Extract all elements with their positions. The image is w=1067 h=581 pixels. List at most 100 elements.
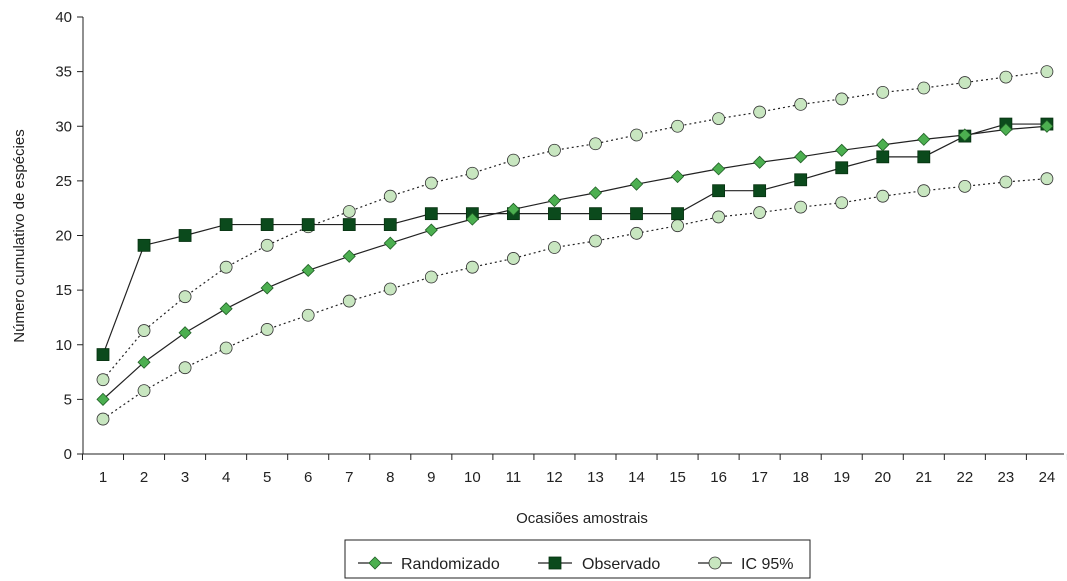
ic95-upper-point	[383, 189, 397, 203]
observado-point	[260, 218, 274, 231]
ic95-lower-point	[219, 341, 233, 355]
randomizado-point	[629, 177, 644, 191]
legend-square-marker-icon	[548, 556, 562, 570]
ic95-lower-point	[630, 226, 643, 240]
ic95-lower-point	[753, 206, 767, 219]
ic95-upper-point	[712, 112, 725, 126]
x-tick-label: 23	[998, 469, 1015, 486]
ic95-upper-point	[589, 137, 602, 151]
ic95-upper-point	[876, 85, 890, 99]
observado-line	[102, 123, 1047, 355]
ic95-lower-line	[102, 178, 1047, 420]
observado-point	[424, 207, 438, 221]
ic95-lower-point	[178, 361, 192, 375]
y-tick-label: 5	[64, 391, 72, 408]
ic95-lower-point	[548, 241, 561, 254]
legend-diamond-marker-icon	[368, 556, 382, 570]
randomizado-point	[917, 132, 931, 146]
x-tick-label: 15	[669, 469, 686, 486]
legend-item-observado: Observado	[538, 556, 660, 573]
randomizado-point	[96, 392, 110, 406]
ic95-lower-point	[260, 323, 274, 336]
legend-label-ic95: IC 95%	[741, 556, 793, 573]
ic95-upper-point	[260, 238, 274, 252]
ic95-upper-point	[424, 176, 438, 190]
x-tick-label: 5	[263, 469, 271, 486]
observado-point	[876, 150, 890, 164]
series-layer	[96, 65, 1054, 426]
observado-point	[794, 173, 808, 187]
randomizado-point	[424, 223, 438, 237]
randomizado-point	[794, 150, 808, 164]
ic95-upper-point	[219, 260, 233, 274]
ic95-lower-point	[876, 189, 890, 203]
ic95-lower-point	[137, 384, 151, 398]
ic95-lower-point	[589, 234, 602, 248]
randomizado-point	[301, 263, 315, 278]
observado-point	[835, 161, 849, 175]
x-tick-label: 8	[386, 469, 394, 486]
ic95-lower-point	[835, 196, 849, 210]
randomizado-point	[588, 186, 603, 200]
ic95-lower-point	[383, 282, 397, 296]
ic95-lower-point	[507, 252, 520, 265]
y-tick-label: 10	[55, 337, 72, 354]
y-tick-label: 0	[64, 446, 72, 463]
ic95-upper-point	[917, 81, 931, 95]
observado-point	[383, 218, 397, 231]
y-tick-label: 15	[55, 282, 72, 299]
ic95-lower-point	[465, 260, 479, 274]
ic95-lower-point	[1040, 172, 1054, 186]
ic95-upper-point	[630, 128, 643, 142]
legend-label-observado: Observado	[582, 556, 660, 573]
randomizado-point	[506, 202, 520, 216]
observado-point	[219, 218, 233, 231]
x-tick-label: 18	[792, 469, 809, 486]
x-tick-label: 2	[140, 469, 148, 486]
ic95-upper-point	[465, 166, 479, 180]
ic95-upper-point	[958, 76, 972, 89]
ic95-lower-point	[958, 179, 972, 193]
randomizado-line	[102, 125, 1047, 400]
ic95-lower-point	[712, 210, 725, 224]
x-tick-label: 21	[915, 469, 932, 486]
legend-item-ic95: IC 95%	[698, 556, 793, 573]
randomizado-point	[835, 143, 849, 157]
randomizado-point	[465, 212, 479, 226]
y-axis-title: Número cumulativo de espécies	[11, 129, 28, 342]
y-tick-label: 25	[55, 173, 72, 190]
observado-point	[589, 207, 602, 221]
x-tick-label: 1	[99, 469, 107, 486]
x-tick-label: 22	[956, 469, 973, 486]
randomizado-point	[178, 326, 192, 340]
legend: Randomizado Observado IC 95%	[344, 539, 811, 579]
y-tick-label: 35	[55, 64, 72, 81]
x-tick-label: 14	[628, 469, 645, 486]
randomizado-point	[958, 128, 972, 142]
observado-point	[342, 218, 356, 231]
x-tick-label: 12	[546, 469, 563, 486]
observado-point	[671, 207, 684, 221]
ic95-upper-point	[137, 324, 151, 337]
randomizado-point	[547, 193, 562, 208]
x-tick-label: 19	[833, 469, 850, 486]
x-tick-label: 11	[506, 469, 522, 486]
randomizado-point	[876, 138, 890, 152]
legend-label-randomizado: Randomizado	[401, 556, 500, 573]
randomizado-point	[342, 249, 356, 263]
ic95-lower-point	[424, 270, 438, 284]
y-tick-label: 20	[55, 228, 72, 245]
randomizado-point	[753, 155, 767, 169]
randomizado-point	[712, 162, 726, 176]
legend-box	[344, 539, 811, 579]
x-tick-label: 9	[427, 469, 435, 486]
observado-point	[178, 229, 192, 242]
observado-point	[712, 184, 725, 198]
randomizado-point	[137, 355, 151, 369]
ic95-lower-point	[671, 219, 684, 233]
ic95-lower-point	[301, 308, 315, 322]
randomizado-point	[383, 236, 397, 250]
observado-point	[137, 238, 151, 252]
